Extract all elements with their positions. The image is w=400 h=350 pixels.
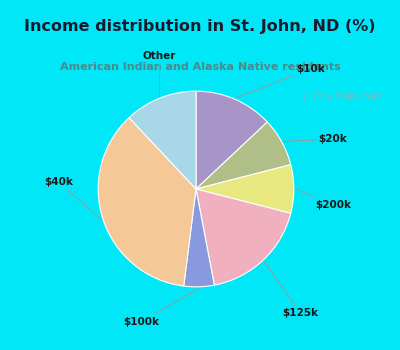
Text: Other: Other	[143, 51, 176, 97]
Wedge shape	[196, 122, 291, 189]
Text: $40k: $40k	[44, 177, 102, 220]
Text: $10k: $10k	[235, 64, 325, 98]
Wedge shape	[184, 189, 214, 287]
Wedge shape	[129, 91, 196, 189]
Text: $20k: $20k	[283, 134, 347, 145]
Wedge shape	[196, 189, 291, 285]
Wedge shape	[98, 118, 196, 286]
Text: $100k: $100k	[123, 288, 199, 327]
Wedge shape	[196, 164, 294, 214]
Text: American Indian and Alaska Native residents: American Indian and Alaska Native reside…	[60, 62, 340, 72]
Text: $125k: $125k	[264, 261, 318, 318]
Text: ⓘ City-Data.com: ⓘ City-Data.com	[304, 92, 383, 103]
Wedge shape	[196, 91, 267, 189]
Text: Income distribution in St. John, ND (%): Income distribution in St. John, ND (%)	[24, 19, 376, 34]
Text: $200k: $200k	[295, 189, 351, 210]
